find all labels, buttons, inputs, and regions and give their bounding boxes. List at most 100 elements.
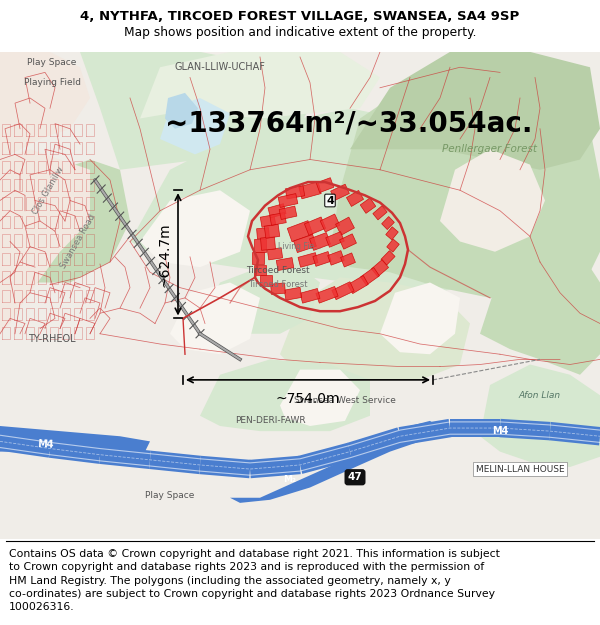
Bar (332, 282, 354, 299)
Bar (270, 213, 286, 226)
Bar (360, 198, 376, 213)
Bar (260, 276, 272, 286)
Text: ~754.0m: ~754.0m (276, 392, 340, 406)
Bar (298, 253, 318, 268)
Text: Clos Glaniliw: Clos Glaniliw (31, 165, 65, 216)
Polygon shape (140, 52, 380, 119)
Text: GLAN-LLIW-UCHAF: GLAN-LLIW-UCHAF (175, 62, 265, 72)
Polygon shape (199, 456, 251, 478)
Polygon shape (200, 359, 370, 431)
Polygon shape (298, 442, 352, 474)
Text: Play Space: Play Space (145, 491, 194, 500)
Polygon shape (0, 426, 150, 462)
Bar (279, 206, 297, 219)
Text: ~624.7m: ~624.7m (157, 222, 171, 287)
Bar (310, 232, 331, 251)
Polygon shape (440, 149, 545, 252)
Bar (328, 251, 344, 265)
Text: M4: M4 (492, 426, 508, 436)
Polygon shape (80, 52, 310, 170)
Bar (276, 258, 294, 271)
Text: M₂: M₂ (284, 475, 296, 484)
Bar (268, 204, 286, 218)
Text: Tircoed Forest: Tircoed Forest (246, 266, 310, 275)
Text: Tircoed Forest: Tircoed Forest (248, 280, 308, 289)
Polygon shape (99, 446, 151, 469)
Bar (284, 288, 302, 300)
Bar (264, 224, 280, 238)
Text: Contains OS data © Crown copyright and database right 2021. This information is : Contains OS data © Crown copyright and d… (9, 549, 500, 612)
Polygon shape (160, 98, 230, 154)
Bar (313, 251, 331, 266)
Polygon shape (330, 68, 600, 303)
Bar (257, 228, 269, 239)
Bar (260, 215, 276, 227)
Polygon shape (0, 149, 90, 334)
Bar (287, 221, 313, 242)
Bar (271, 283, 286, 294)
Polygon shape (0, 432, 51, 457)
Polygon shape (249, 456, 301, 478)
Bar (300, 289, 320, 303)
Text: ~133764m²/~33.054ac.: ~133764m²/~33.054ac. (165, 109, 533, 138)
Polygon shape (480, 364, 600, 467)
Bar (268, 248, 283, 260)
Text: MELIN-LLAN HOUSE: MELIN-LLAN HOUSE (476, 464, 565, 474)
Polygon shape (230, 421, 440, 503)
Bar (341, 253, 355, 267)
Polygon shape (0, 159, 130, 282)
Text: Penllergaer Forest: Penllergaer Forest (443, 144, 538, 154)
Text: 4, NYTHFA, TIRCOED FOREST VILLAGE, SWANSEA, SA4 9SP: 4, NYTHFA, TIRCOED FOREST VILLAGE, SWANS… (80, 11, 520, 23)
Polygon shape (380, 282, 460, 354)
Bar (346, 191, 364, 206)
Bar (304, 217, 326, 235)
Polygon shape (499, 419, 551, 441)
Bar (316, 286, 338, 303)
Text: Swansea Road: Swansea Road (59, 213, 97, 270)
Bar (335, 217, 355, 235)
Polygon shape (450, 419, 500, 437)
Bar (320, 214, 340, 232)
Polygon shape (130, 108, 550, 292)
Bar (331, 184, 349, 201)
Bar (254, 265, 266, 276)
Polygon shape (149, 451, 201, 474)
Bar (326, 232, 344, 248)
Text: TY-RHEOL: TY-RHEOL (28, 334, 76, 344)
Polygon shape (480, 241, 600, 375)
Bar (340, 234, 356, 249)
Polygon shape (549, 422, 600, 446)
Text: Playing Field: Playing Field (23, 78, 80, 87)
Polygon shape (0, 52, 90, 159)
Text: Play Space: Play Space (28, 58, 77, 67)
Bar (285, 186, 305, 199)
Bar (381, 251, 395, 265)
Polygon shape (350, 52, 600, 170)
Polygon shape (347, 428, 403, 461)
Text: 4: 4 (326, 196, 334, 206)
Polygon shape (165, 93, 198, 129)
Bar (361, 268, 379, 285)
Text: Map shows position and indicative extent of the property.: Map shows position and indicative extent… (124, 26, 476, 39)
Polygon shape (140, 190, 250, 267)
Text: 47: 47 (347, 472, 362, 482)
Bar (254, 239, 266, 252)
Bar (252, 252, 264, 264)
Bar (316, 177, 334, 192)
Bar (387, 239, 399, 252)
Bar (278, 194, 298, 208)
Bar (373, 206, 387, 220)
Text: M4: M4 (37, 439, 53, 450)
Bar (260, 237, 275, 250)
Polygon shape (49, 439, 101, 464)
Polygon shape (170, 282, 260, 354)
Bar (348, 276, 368, 294)
Text: Afon Llan: Afon Llan (519, 391, 561, 400)
Bar (293, 234, 316, 253)
Bar (382, 216, 394, 229)
Text: Living Fie...: Living Fie... (278, 242, 322, 251)
Text: Swansea West Service: Swansea West Service (294, 396, 396, 405)
Bar (299, 182, 321, 199)
Bar (386, 227, 398, 240)
Text: PEN-DERI-FAWR: PEN-DERI-FAWR (235, 416, 305, 426)
